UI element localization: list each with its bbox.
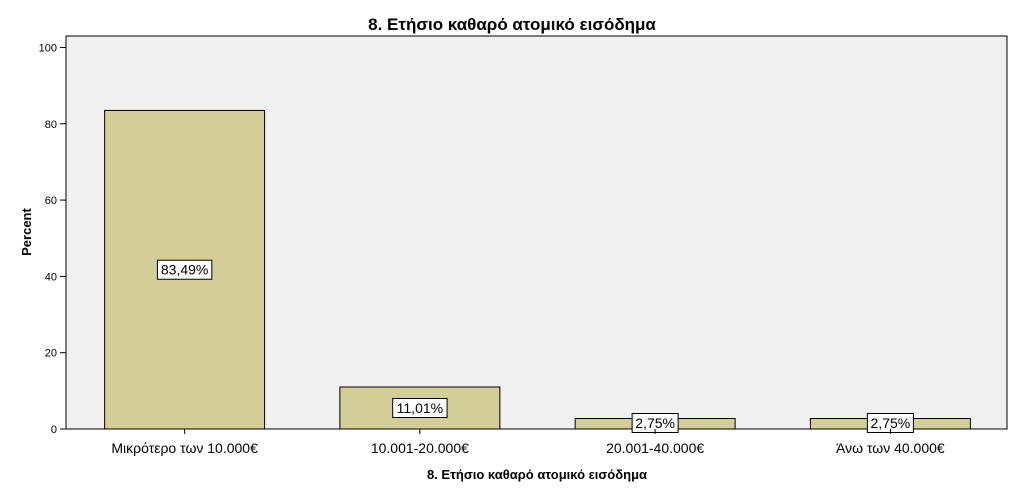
data-label-box-2 bbox=[392, 397, 448, 418]
x-tick-label-1: Μικρότερο των 10.000€ bbox=[111, 440, 258, 456]
data-label-4: 2,75% bbox=[871, 415, 911, 431]
x-tick-label-4: Άνω των 40.000€ bbox=[836, 440, 945, 456]
data-label-3: 2,75% bbox=[635, 415, 675, 431]
x-axis: Μικρότερο των 10.000€ 10.001-20.000€ 20.00… bbox=[111, 429, 945, 456]
y-axis: 0 20 40 60 80 100 bbox=[39, 42, 66, 436]
y-tick-label-100: 100 bbox=[39, 42, 57, 54]
y-tick-label-80: 80 bbox=[45, 119, 57, 131]
x-tick-label-2: 10.001-20.000€ bbox=[371, 440, 469, 456]
bars-group: 83,49% 11,01% 2,75% 2,75% bbox=[104, 109, 971, 433]
x-axis-label: 8. Ετήσιο καθαρό ατομικό εισόδημα bbox=[427, 467, 647, 482]
y-tick-label-20: 20 bbox=[45, 348, 57, 360]
data-label-2: 11,01% bbox=[397, 400, 443, 416]
y-tick-label-40: 40 bbox=[45, 271, 57, 283]
x-tick-label-3: 20.001-40.000€ bbox=[606, 440, 704, 456]
y-tick-label-60: 60 bbox=[45, 195, 57, 207]
y-tick-label-0: 0 bbox=[51, 424, 57, 436]
y-axis-label: Percent bbox=[19, 207, 34, 255]
chart-title: 8. Ετήσιο καθαρό ατομικό εισόδημα bbox=[368, 15, 656, 34]
data-label-box-1 bbox=[156, 259, 213, 280]
data-label-1: 83,49% bbox=[161, 262, 208, 278]
